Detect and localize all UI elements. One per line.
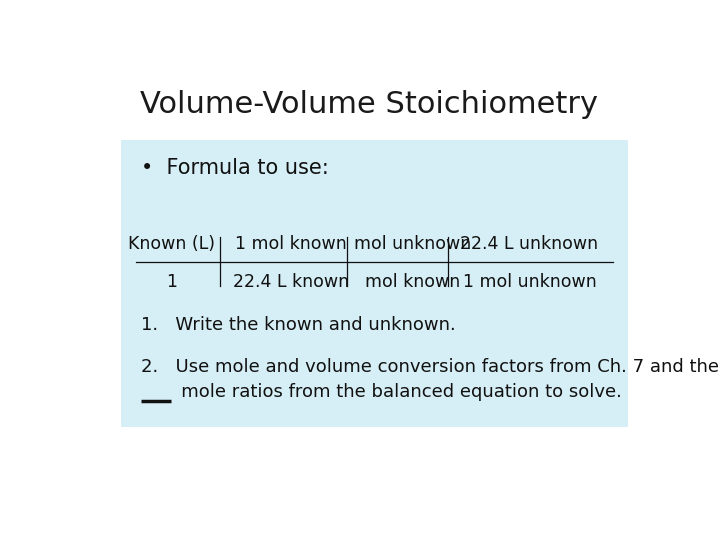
FancyBboxPatch shape — [121, 140, 629, 427]
Text: mol known: mol known — [365, 273, 460, 291]
Text: mol unknown: mol unknown — [354, 235, 472, 253]
Text: Volume-Volume Stoichiometry: Volume-Volume Stoichiometry — [140, 90, 598, 119]
Text: 2.   Use mole and volume conversion factors from Ch. 7 and the
       mole ratio: 2. Use mole and volume conversion factor… — [141, 357, 719, 401]
Text: 22.4 L unknown: 22.4 L unknown — [460, 235, 598, 253]
Text: 1 mol unknown: 1 mol unknown — [462, 273, 596, 291]
Text: 22.4 L known: 22.4 L known — [233, 273, 349, 291]
Text: •  Formula to use:: • Formula to use: — [141, 158, 329, 178]
Text: 1: 1 — [166, 273, 177, 291]
Text: 1 mol known: 1 mol known — [235, 235, 346, 253]
Text: 1.   Write the known and unknown.: 1. Write the known and unknown. — [141, 316, 456, 334]
Text: Known (L): Known (L) — [128, 235, 215, 253]
